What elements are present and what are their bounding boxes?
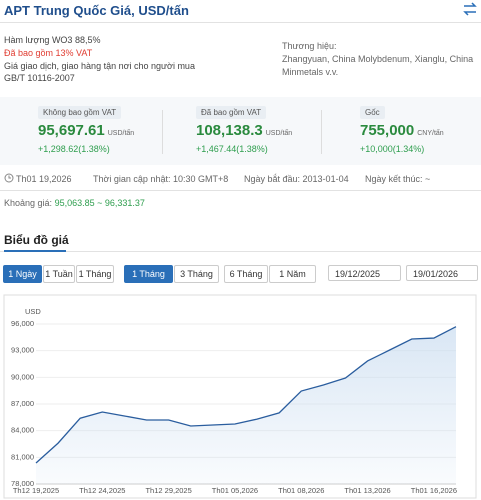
divider [0,22,481,23]
page-title: APT Trung Quốc Giá, USD/tấn [4,3,189,18]
y-tick-label: 84,000 [11,426,34,435]
range: 95,063.85 ~ 96,331.37 [54,198,145,208]
x-tick-label: Th01 08,2026 [278,486,324,495]
range-button[interactable]: 1 Tháng [76,265,114,283]
y-tick-label: 81,000 [11,452,34,461]
period-button[interactable]: 6 Tháng [224,265,268,283]
x-tick-label: Th01 13,2026 [344,486,390,495]
price-change: +1,467.44(1.38%) [196,144,268,154]
x-tick-label: Th12 24,2025 [79,486,125,495]
date: Th01 19,2026 [16,174,72,184]
price-label: Không bao gồm VAT [38,106,122,119]
area [36,326,456,484]
y-tick-label: 87,000 [11,399,34,408]
price-value: 108,138.3 USD/tấn [196,122,292,139]
period-button[interactable]: 1 Tháng [124,265,173,283]
x-tick-label: Th12 19,2025 [13,486,59,495]
x-tick-label: Th01 05,2026 [212,486,258,495]
separator [162,110,163,154]
y-tick-label: 90,000 [11,372,34,381]
price-value-number: 95,697.61 [38,122,105,139]
range-button[interactable]: 1 Tuần [43,265,75,283]
price-line [35,326,457,464]
period-button[interactable]: 3 Tháng [174,265,219,283]
separator [321,110,322,154]
y-axis-label: USD [25,307,41,316]
section-title: Biểu đồ giá [4,233,69,247]
swap-icon[interactable] [462,2,478,16]
price-value-number: 755,000 [360,122,415,139]
price-unit: USD/tấn [265,130,293,137]
y-tick-label: 93,000 [11,346,34,355]
end: Ngày kết thúc: ~ [365,174,431,184]
chart: USD 78,000 81,000 84,000 87,000 90,000 93,000… [3,294,477,499]
price-unit: USD/tấn [107,130,135,137]
y-tick-label: 96,000 [11,319,34,328]
divider [0,251,481,252]
info-line: Hàm lượng WO3 88,5% [4,35,101,45]
price-value-number: 108,138.3 [196,122,263,139]
brand-line: Zhangyuan, China Molybdenum, Xianglu, Ch… [282,54,474,64]
start: Ngày bắt đầu: 2013-01-04 [244,174,349,184]
info-line: GB/T 10116-2007 [4,73,75,83]
brand-label: Thương hiệu: [282,41,337,51]
price-value: 755,000 CNY/tấn [360,122,444,139]
date-from[interactable]: 19/12/2025 [328,265,401,281]
info-line: Giá giao dịch, giao hàng tận nơi cho ngư… [4,61,195,71]
period-button[interactable]: 1 Năm [269,265,316,283]
price-change: +1,298.62(1.38%) [38,144,110,154]
price-value: 95,697.61 USD/tấn [38,122,134,139]
x-tick-label: Th12 29,2025 [145,486,191,495]
info-line: Đã bao gồm 13% VAT [4,48,93,58]
updated: Thời gian cập nhật: 10:30 GMT+8 [93,174,229,184]
range-label: Khoảng giá: [4,198,53,208]
x-tick-label: Th01 16,2026 [411,486,457,495]
date-to[interactable]: 19/01/2026 [406,265,478,281]
range-row: Khoảng giá: 95,063.85 ~ 96,331.37 [4,198,145,208]
price-label: Đã bao gồm VAT [196,106,267,119]
price-unit: CNY/tấn [417,130,444,137]
range-button[interactable]: 1 Ngày [3,265,42,283]
clock-icon [4,173,14,183]
y-tick-label: 78,000 [11,479,34,488]
price-change: +10,000(1.34%) [360,144,425,154]
brand-line: Minmetals v.v. [282,67,339,77]
tab-underline [4,250,66,252]
divider [0,190,481,191]
price-label: Gốc [360,106,385,119]
